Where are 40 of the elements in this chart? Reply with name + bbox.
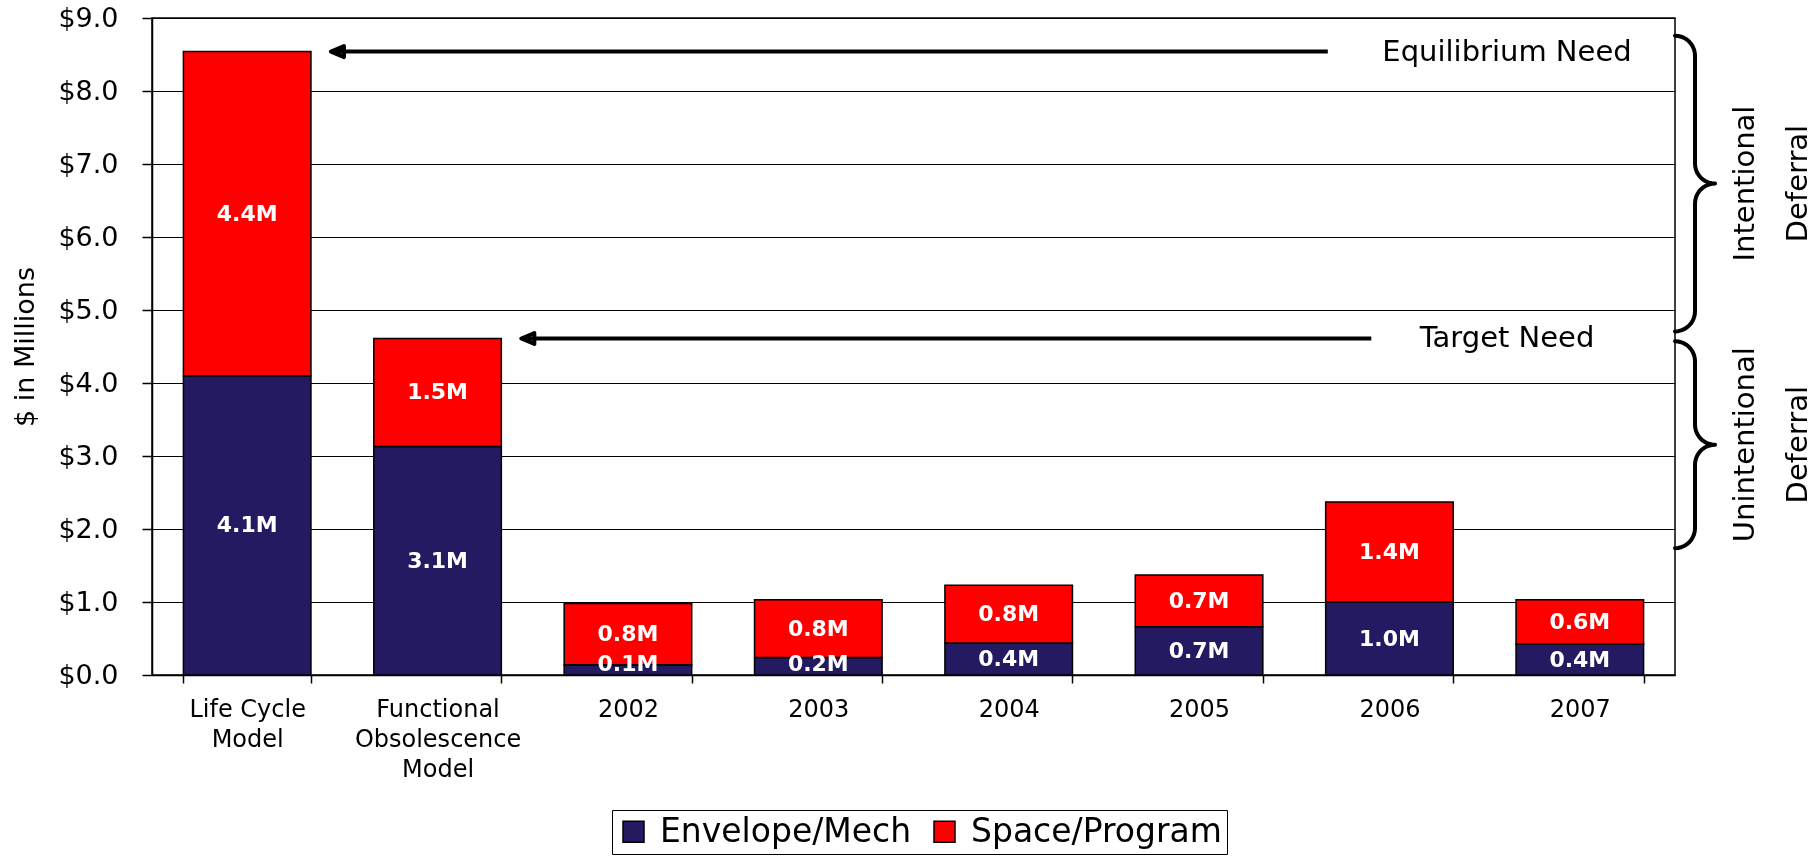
x-tick-label: 2006 xyxy=(1359,694,1421,723)
data-label: 4.1M xyxy=(216,512,278,538)
data-label: 0.8M xyxy=(597,621,659,647)
ref-line-label: Equilibrium Need xyxy=(1382,33,1632,68)
y-tick-label: $3.0 xyxy=(58,439,119,471)
y-tick-label: $8.0 xyxy=(58,74,119,106)
data-label: 3.1M xyxy=(407,547,468,573)
y-tick-label: $7.0 xyxy=(58,147,119,179)
x-tick-label: 2007 xyxy=(1549,694,1611,723)
x-tick-label: 2004 xyxy=(978,694,1040,723)
x-tick-label: Life Cycle Model xyxy=(189,694,306,753)
data-label: 1.4M xyxy=(1359,538,1420,564)
y-tick-label: $4.0 xyxy=(58,366,119,398)
legend-label: Space/Program xyxy=(971,810,1222,850)
y-tick-label: $5.0 xyxy=(58,293,119,325)
x-tick-label: 2003 xyxy=(788,694,850,723)
data-label: 0.8M xyxy=(978,601,1040,627)
data-label: 0.8M xyxy=(787,615,849,641)
data-label: 0.7M xyxy=(1168,637,1230,663)
data-label: 4.4M xyxy=(216,200,278,226)
y-tick-label: $6.0 xyxy=(58,220,119,252)
y-tick-label: $1.0 xyxy=(58,585,119,617)
ref-line-label: Target Need xyxy=(1418,320,1595,355)
data-label: 1.5M xyxy=(407,379,468,405)
y-axis-title: $ in Millions xyxy=(9,267,41,427)
data-label: 0.6M xyxy=(1549,609,1611,635)
data-label: 0.2M xyxy=(787,651,849,676)
y-tick-label: $0.0 xyxy=(58,658,119,690)
y-tick-label: $2.0 xyxy=(58,512,119,544)
data-label: 0.7M xyxy=(1168,587,1230,613)
x-tick-label: 2005 xyxy=(1169,694,1231,723)
text: Intentional Deferral xyxy=(1727,105,1814,262)
text: Unintentional Deferral xyxy=(1727,347,1814,543)
legend-label: Envelope/Mech xyxy=(660,810,912,850)
data-label: 1.0M xyxy=(1359,625,1420,651)
data-label: 0.4M xyxy=(978,645,1040,671)
x-tick-label: Functional Obsolescence Model xyxy=(354,694,522,783)
x-tick-label: 2002 xyxy=(597,694,659,723)
data-label: 0.4M xyxy=(1549,646,1611,672)
y-tick-label: $9.0 xyxy=(58,1,119,33)
